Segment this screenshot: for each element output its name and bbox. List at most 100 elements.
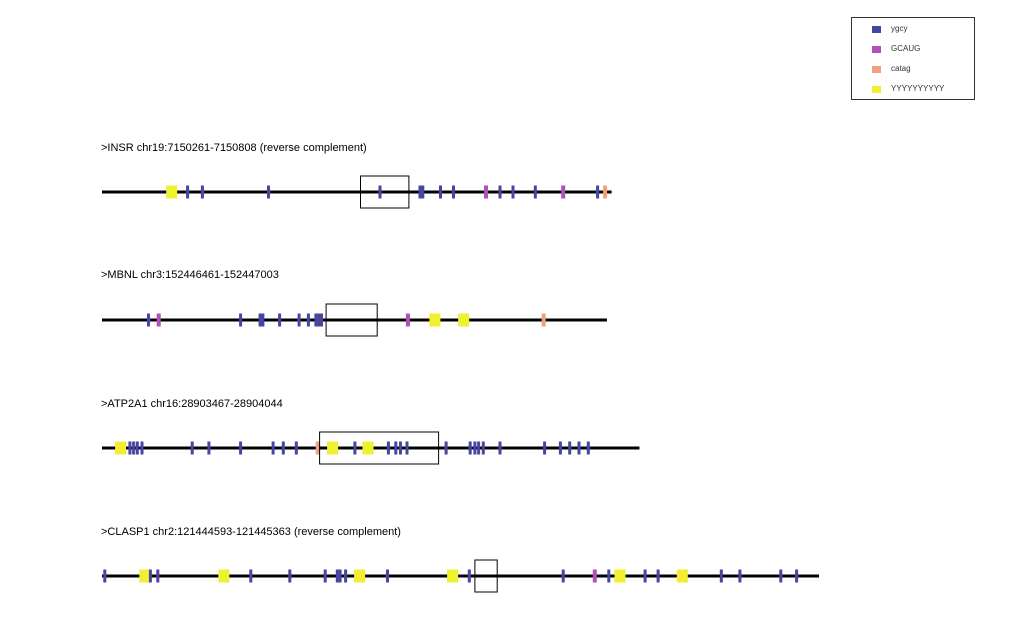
- motif-ygcy: [306, 313, 310, 327]
- motif-ygcy: [607, 569, 611, 583]
- motif-ygcy: [568, 441, 572, 455]
- motif-ygcy: [643, 569, 647, 583]
- motif-ygcy: [719, 569, 723, 583]
- motif-ygcy: [779, 569, 783, 583]
- legend: ygcy GCAUG catag YYYYYYYYYY: [851, 17, 975, 100]
- motif-ygcy: [186, 185, 190, 199]
- motif-ygcy: [468, 441, 472, 455]
- motif-ygcy: [533, 185, 537, 199]
- motif-yyyy: [115, 441, 127, 455]
- motif-ygcy: [294, 441, 298, 455]
- motif-ygcy: [249, 569, 253, 583]
- motif-ygcy: [207, 441, 211, 455]
- motif-ygcy: [258, 313, 262, 327]
- motif-ygcy: [561, 569, 565, 583]
- motif-ygcy: [323, 569, 327, 583]
- motif-yyyy: [429, 313, 441, 327]
- motif-ygcy: [317, 313, 321, 327]
- motif-ygcy: [353, 441, 357, 455]
- legend-label: ygcy: [891, 24, 908, 33]
- motif-yyyy: [458, 313, 470, 327]
- legend-swatch-gcaug: [872, 46, 881, 53]
- motif-ygcy: [558, 441, 562, 455]
- legend-swatch-yyyy: [872, 86, 881, 93]
- legend-swatch-catag: [872, 66, 881, 73]
- region-box-mbnl: [325, 303, 378, 337]
- motif-yyyy: [354, 569, 366, 583]
- motif-ygcy: [405, 441, 409, 455]
- motif-ygcy: [394, 441, 398, 455]
- motif-ygcy: [297, 313, 301, 327]
- motif-ygcy: [271, 441, 275, 455]
- motif-ygcy: [148, 569, 152, 583]
- motif-ygcy: [386, 441, 390, 455]
- motif-ygcy: [335, 569, 339, 583]
- motif-ygcy: [103, 569, 107, 583]
- motif-ygcy: [596, 185, 600, 199]
- motif-ygcy: [200, 185, 204, 199]
- motif-ygcy: [386, 569, 389, 583]
- region-box-clasp1: [474, 559, 498, 593]
- motif-yyyy: [676, 569, 688, 583]
- motif-ygcy: [399, 441, 402, 455]
- motif-ygcy: [156, 569, 160, 583]
- motif-ygcy: [498, 441, 502, 455]
- motif-ygcy: [378, 185, 382, 199]
- motif-ygcy: [239, 441, 243, 455]
- motif-ygcy: [128, 441, 132, 455]
- motif-ygcy: [190, 441, 194, 455]
- motif-gcaug: [156, 313, 161, 327]
- motif-ygcy: [338, 569, 342, 583]
- motif-ygcy: [140, 441, 144, 455]
- motif-gcaug: [561, 185, 566, 199]
- motif-yyyy: [166, 185, 178, 199]
- motif-gcaug: [484, 185, 488, 199]
- motif-ygcy: [738, 569, 742, 583]
- motif-yyyy: [614, 569, 626, 583]
- motif-ygcy: [267, 185, 270, 199]
- motif-ygcy: [320, 313, 323, 327]
- motif-ygcy: [344, 569, 348, 583]
- motif-catag: [603, 185, 608, 199]
- motif-yyyy: [218, 569, 230, 583]
- motif-ygcy: [481, 441, 485, 455]
- motif-ygcy: [467, 569, 471, 583]
- motif-ygcy: [239, 313, 243, 327]
- motif-ygcy: [795, 569, 799, 583]
- sequence-title-atp2a1: >ATP2A1 chr16:28903467-28904044: [101, 398, 283, 410]
- sequence-title-clasp1: >CLASP1 chr2:121444593-121445363 (revers…: [101, 526, 401, 538]
- motif-ygcy: [288, 569, 292, 583]
- motif-ygcy: [511, 185, 515, 199]
- motif-ygcy: [261, 313, 265, 327]
- motif-ygcy: [439, 185, 442, 199]
- motif-ygcy: [586, 441, 590, 455]
- sequence-title-insr: >INSR chr19:7150261-7150808 (reverse com…: [101, 142, 367, 154]
- motif-ygcy: [543, 441, 547, 455]
- motif-ygcy: [473, 441, 477, 455]
- motif-ygcy: [421, 185, 425, 199]
- motif-ygcy: [452, 185, 455, 199]
- motif-ygcy: [498, 185, 502, 199]
- motif-yyyy: [327, 441, 339, 455]
- motif-ygcy: [278, 313, 282, 327]
- motif-ygcy: [135, 441, 139, 455]
- region-box-insr: [360, 175, 410, 209]
- motif-ygcy: [577, 441, 581, 455]
- motif-ygcy: [132, 441, 136, 455]
- motif-ygcy: [147, 313, 150, 327]
- motif-gcaug: [592, 569, 597, 583]
- motif-ygcy: [418, 185, 422, 199]
- motif-yyyy: [139, 569, 151, 583]
- legend-label: YYYYYYYYYY: [891, 84, 945, 93]
- motif-catag: [541, 313, 546, 327]
- motif-ygcy: [444, 441, 448, 455]
- legend-swatch-ygcy: [872, 26, 881, 33]
- motif-gcaug: [405, 313, 410, 327]
- motif-catag: [315, 441, 320, 455]
- motif-ygcy: [281, 441, 285, 455]
- legend-label: GCAUG: [891, 44, 921, 53]
- region-box-atp2a1: [319, 431, 440, 465]
- motif-yyyy: [447, 569, 459, 583]
- motif-ygcy: [314, 313, 318, 327]
